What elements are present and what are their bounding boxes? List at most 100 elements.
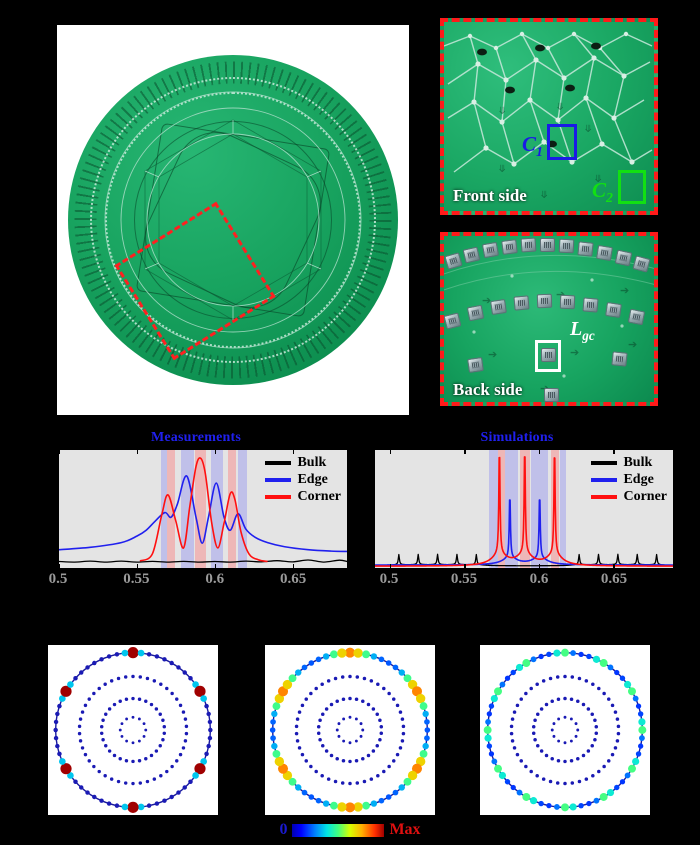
site-dot bbox=[529, 686, 533, 691]
site-dot bbox=[178, 752, 183, 757]
site-dot bbox=[149, 753, 154, 758]
site-dot bbox=[590, 712, 594, 717]
svg-text:➔: ➔ bbox=[628, 339, 637, 351]
legend-label-corner: Corner bbox=[623, 489, 667, 504]
site-dot bbox=[314, 686, 318, 691]
site-dot bbox=[593, 718, 597, 723]
site-dot bbox=[321, 712, 325, 717]
measurements-x-tick-labels: 0.5 0.55 0.6 0.65 bbox=[49, 571, 348, 593]
site-dot bbox=[170, 764, 174, 769]
site-dot bbox=[170, 691, 174, 696]
site-dot bbox=[182, 670, 187, 675]
site-dot bbox=[546, 651, 552, 658]
site-dot bbox=[569, 697, 574, 701]
site-dot bbox=[628, 687, 636, 696]
site-dot bbox=[118, 699, 122, 703]
site-dot bbox=[326, 777, 331, 781]
site-dot bbox=[354, 717, 358, 721]
site-dot bbox=[635, 751, 642, 757]
site-dot bbox=[615, 717, 620, 721]
y-tick bbox=[374, 509, 375, 510]
site-dot bbox=[144, 757, 148, 761]
site-dot bbox=[295, 739, 300, 743]
site-dot bbox=[142, 722, 146, 726]
x-tick bbox=[136, 564, 139, 568]
site-dot bbox=[638, 718, 646, 726]
inductor bbox=[540, 238, 555, 252]
site-dot bbox=[486, 711, 492, 717]
lgc-label-sub: gc bbox=[582, 328, 595, 343]
legend-row-corner: Corner bbox=[591, 489, 667, 505]
site-dot bbox=[348, 759, 352, 764]
site-dot bbox=[606, 788, 615, 797]
x-tick-top bbox=[292, 450, 294, 454]
site-dot bbox=[419, 702, 428, 711]
site-dot bbox=[581, 753, 586, 758]
site-dot bbox=[348, 674, 352, 679]
site-dot bbox=[337, 734, 341, 738]
site-dot bbox=[569, 803, 577, 811]
site-dot bbox=[586, 707, 591, 711]
site-dot bbox=[535, 774, 539, 778]
site-dot bbox=[182, 785, 187, 790]
site-dot bbox=[569, 739, 573, 743]
site-dot bbox=[87, 759, 91, 763]
site-dot bbox=[415, 756, 426, 767]
site-dot bbox=[144, 699, 148, 703]
legend-swatch-corner bbox=[265, 495, 292, 499]
site-dot bbox=[638, 726, 647, 734]
site-dot bbox=[154, 801, 160, 806]
site-dot bbox=[125, 739, 129, 743]
site-dot bbox=[556, 759, 561, 763]
site-dot bbox=[557, 717, 561, 721]
site-dot bbox=[635, 703, 642, 709]
x-tick bbox=[292, 564, 294, 568]
site-dot bbox=[109, 679, 114, 683]
series-edge bbox=[59, 476, 347, 552]
x-tick-top bbox=[464, 450, 466, 454]
site-dot bbox=[504, 675, 511, 681]
inductor bbox=[582, 297, 599, 313]
site-dot bbox=[324, 707, 329, 711]
site-dot bbox=[97, 686, 101, 691]
site-dot bbox=[322, 653, 330, 660]
site-dot bbox=[366, 702, 371, 707]
site-dot bbox=[316, 724, 321, 729]
site-dot bbox=[398, 746, 403, 750]
site-dot bbox=[563, 696, 567, 701]
site-dot bbox=[488, 703, 495, 709]
site-dot bbox=[398, 710, 403, 714]
site-dot bbox=[341, 697, 346, 701]
site-dot bbox=[112, 753, 117, 758]
site-dot bbox=[594, 724, 599, 729]
site-dot bbox=[354, 759, 359, 763]
site-dot bbox=[610, 752, 615, 757]
site-dot bbox=[371, 749, 376, 753]
site-dot bbox=[591, 682, 595, 686]
site-dot bbox=[348, 696, 352, 701]
site-dot bbox=[379, 731, 384, 736]
inductor bbox=[611, 351, 628, 367]
site-dot bbox=[555, 675, 560, 679]
site-dot bbox=[424, 735, 430, 741]
shaded-band-blue bbox=[559, 450, 567, 568]
site-dot bbox=[597, 686, 601, 691]
site-dot bbox=[586, 749, 591, 753]
site-dot bbox=[162, 798, 167, 803]
site-dot bbox=[353, 648, 363, 658]
site-dot bbox=[616, 724, 621, 729]
site-dot bbox=[392, 789, 399, 796]
site-dot bbox=[342, 739, 346, 743]
x-tick-label: 0.6 bbox=[205, 571, 225, 587]
site-dot bbox=[593, 797, 600, 804]
site-dot bbox=[158, 712, 162, 716]
site-dot bbox=[324, 749, 329, 753]
site-dot bbox=[176, 665, 181, 670]
site-dot bbox=[118, 757, 122, 761]
lgc-label-base: L bbox=[570, 318, 583, 340]
site-dot bbox=[165, 686, 169, 691]
site-dot bbox=[401, 724, 406, 729]
x-tick-top bbox=[389, 450, 392, 454]
site-dot bbox=[348, 781, 352, 786]
site-dot bbox=[581, 702, 586, 707]
